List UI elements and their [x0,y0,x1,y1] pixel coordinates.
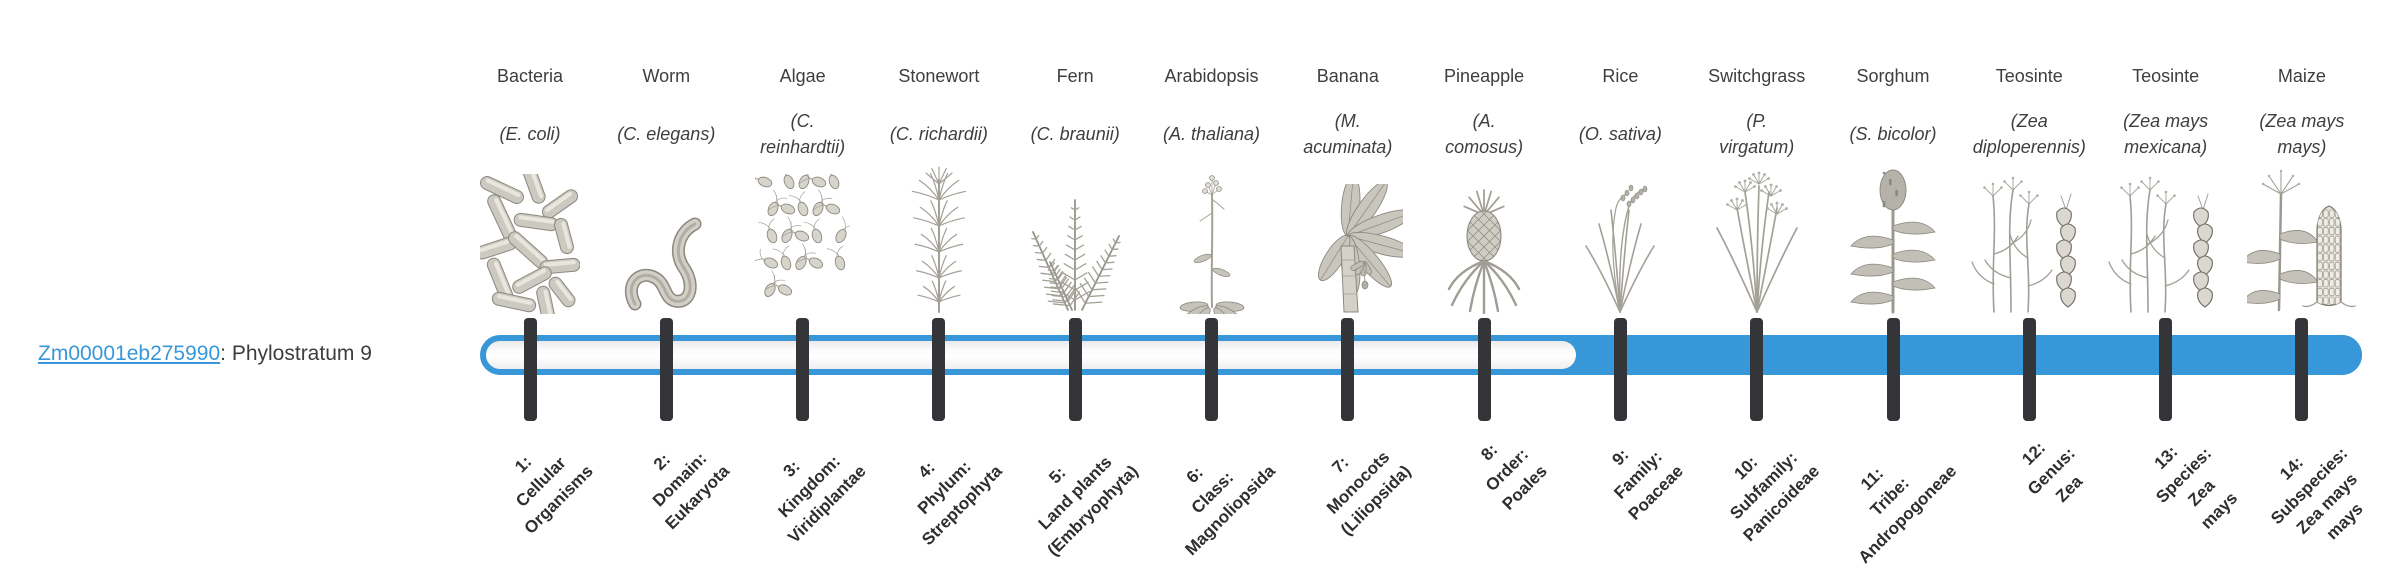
stratum-tick-8 [1477,318,1491,421]
gene-phylostratum-text: : Phylostratum 9 [220,342,372,365]
stratum-label-13: 13: Species: Zea mays [2150,442,2241,533]
taxon-species-2: (C. elegans) [617,124,716,144]
taxon-name-6: Arabidopsis [1164,66,1259,86]
taxon-name-14: Maize [2277,66,2326,86]
taxon-species-13: (Zea mays mexicana) [2123,111,2209,157]
taxon-name-8: Pineapple [1444,66,1525,86]
taxon-species-10: (P. virgatum) [1719,111,1795,157]
taxon-name-5: Fern [1056,66,1094,86]
stratum-tick-11 [1886,318,1900,421]
taxon-species-12: (Zea diploperennis) [1972,111,2086,157]
stratum-label-7: 7: Monocots (Liliopsida) [1323,447,1415,540]
stratum-tick-2 [659,318,673,421]
timeline-fill [1495,335,2362,375]
stratum-tick-14 [2295,318,2309,421]
stratum-label-6: 6: Class: Magnoliopsida [1180,461,1279,560]
teosinte-icon [1969,174,2089,319]
taxon-species-4: (C. richardii) [889,124,988,144]
taxon-species-5: (C. braunii) [1030,124,1120,144]
taxon-species-9: (O. sativa) [1578,124,1662,144]
taxon-name-13: Teosinte [2132,66,2200,86]
stratum-tick-3 [796,318,810,421]
taxon-name-9: Rice [1602,66,1639,86]
taxon-name-11: Sorghum [1856,66,1930,86]
taxon-species-1: (E. coli) [499,124,561,144]
stratum-label-1: 1: Cellular Organisms [511,452,597,538]
gene-id-link[interactable]: Zm00001eb275990 [38,342,221,365]
taxon-species-14: (Zea mays mays) [2259,111,2345,157]
taxon-name-3: Algae [779,66,826,86]
taxon-name-12: Teosinte [1995,66,2063,86]
taxon-species-7: (M. acuminata) [1303,111,1393,157]
stratum-tick-13 [2159,318,2173,421]
stratum-label-2: 2: Domain: Eukaryota [649,448,734,534]
stratum-tick-9 [1613,318,1627,421]
fern-icon [1020,184,1130,319]
stratum-label-9: 9: Family: Poaceae [1608,445,1688,524]
stratum-label-12: 12: Genus: Zea [2018,438,2086,506]
taxon-species-3: (C. reinhardtii) [760,111,846,157]
stratum-label-5: 5: Land plants (Embryophyta) [1034,452,1143,560]
stratum-label-4: 4: Phylum: Streptophyta [913,457,1006,550]
stratum-tick-4 [932,318,946,421]
rice-icon [1575,174,1665,319]
gene-label: Zm00001eb275990: Phylostratum 9 [38,342,372,366]
stratum-label-8: 8: Order: Poales [1477,440,1552,514]
teosinte-icon [2106,174,2226,319]
taxon-name-1: Bacteria [496,66,564,86]
arabidopsis-icon [1172,169,1252,331]
taxon-name-2: Worm [642,66,691,86]
taxon-species-6: (A. thaliana) [1162,124,1261,144]
stratum-tick-5 [1068,318,1082,421]
stratum-tick-10 [1750,318,1764,421]
worm-icon [621,214,711,319]
stratum-tick-12 [2022,318,2036,421]
stratum-label-3: 3: Kingdom: Viridiplantae [774,451,870,547]
taxon-species-8: (A. comosus) [1445,111,1524,157]
stratum-tick-7 [1341,318,1355,421]
taxon-name-10: Switchgrass [1708,66,1806,86]
maize-icon [2241,164,2357,319]
algae-icon [745,162,856,319]
switchgrass-icon [1702,164,1812,319]
stonewort-icon [904,164,974,319]
taxon-name-7: Banana [1316,66,1379,86]
stratum-tick-6 [1205,318,1218,421]
taxon-name-4: Stonewort [898,66,980,86]
stratum-label-10: 10: Subfamily: Panicoideae [1726,448,1824,546]
stratum-label-14: 14: Subspecies: Zea mays mays [2266,443,2367,544]
bacteria-icon [475,164,581,327]
timeline-unfilled-cap [489,341,1576,369]
taxon-species-11: (S. bicolor) [1849,124,1937,144]
sorghum-icon [1848,164,1938,319]
banana-icon [1293,175,1415,319]
stratum-tick-1 [523,318,537,421]
stratum-label-11: 11: Tribe: Andropogoneae [1854,461,1960,568]
pineapple-icon [1447,169,1522,319]
